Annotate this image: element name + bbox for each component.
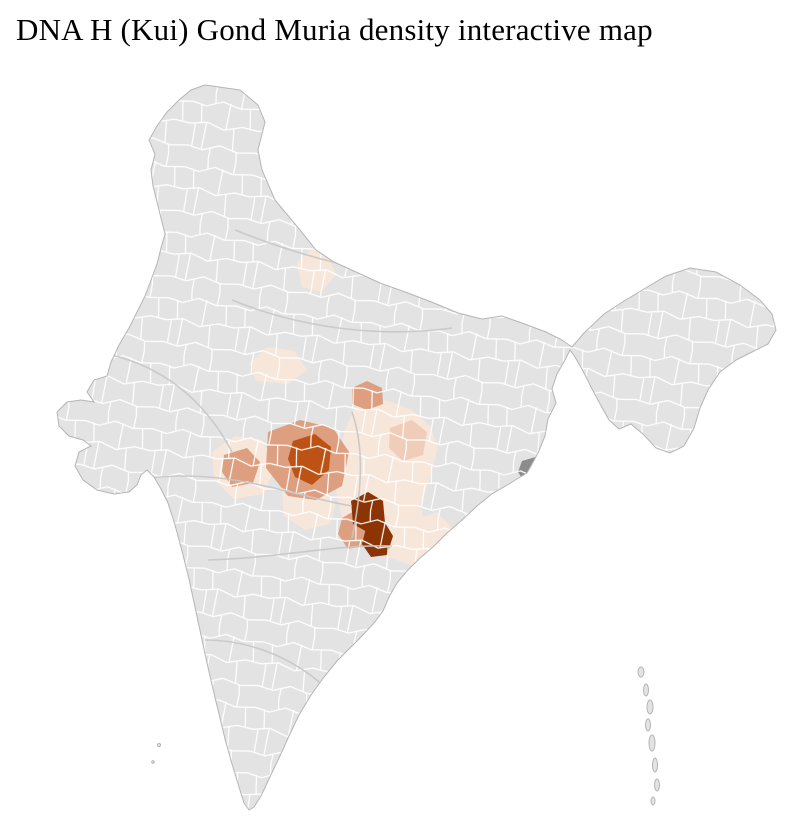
island bbox=[643, 683, 649, 697]
island bbox=[637, 666, 645, 678]
island bbox=[156, 742, 162, 748]
island bbox=[654, 778, 660, 792]
island bbox=[648, 734, 656, 752]
highlight-district-west-coast[interactable] bbox=[42, 415, 59, 434]
island bbox=[645, 718, 651, 732]
island bbox=[151, 760, 155, 764]
island bbox=[646, 699, 654, 715]
andaman-islands bbox=[637, 666, 660, 806]
island bbox=[652, 757, 658, 773]
lakshadweep-islands bbox=[151, 742, 162, 764]
island bbox=[650, 796, 656, 806]
page-title: DNA H (Kui) Gond Muria density interacti… bbox=[16, 12, 653, 47]
